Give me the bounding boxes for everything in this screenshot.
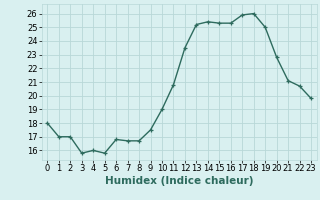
X-axis label: Humidex (Indice chaleur): Humidex (Indice chaleur) bbox=[105, 176, 253, 186]
